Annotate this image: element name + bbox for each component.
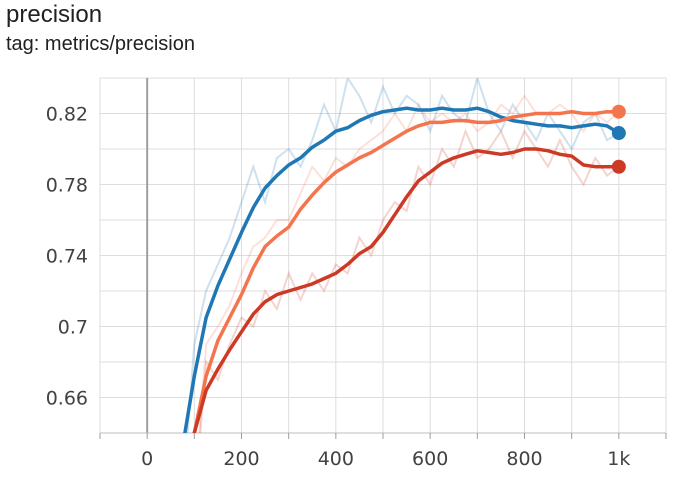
series-1-line	[183, 106, 621, 433]
x-tick-label: 400	[318, 448, 354, 470]
chart-subtitle: tag: metrics/precision	[6, 33, 195, 55]
y-tick-label: 0.78	[46, 175, 88, 197]
x-tick-label: 1k	[607, 448, 630, 470]
smoothed-series-layer	[183, 104, 626, 433]
x-tick-label: 200	[223, 448, 259, 470]
series-2-end-point	[611, 104, 626, 119]
series-1-end-point	[611, 126, 626, 141]
y-tick-label: 0.7	[58, 317, 88, 339]
x-tick-label: 800	[506, 448, 542, 470]
x-tick-label: 600	[412, 448, 448, 470]
x-axis: 0 200 400 600 800 1k	[99, 433, 667, 470]
series-2-line	[192, 109, 621, 433]
raw-series-layer	[186, 78, 620, 433]
y-tick-label: 0.82	[46, 104, 88, 126]
series-3-raw-line	[199, 128, 620, 433]
x-tick-label: 0	[141, 448, 153, 470]
series-3-line	[192, 147, 621, 433]
y-tick-label: 0.66	[46, 388, 88, 410]
y-tick-label: 0.74	[46, 246, 88, 268]
series-3-end-point	[611, 159, 626, 174]
chart-title: precision	[6, 1, 103, 28]
series-1-raw-line	[186, 78, 620, 433]
y-axis: 0.66 0.7 0.74 0.78 0.82	[46, 104, 88, 410]
